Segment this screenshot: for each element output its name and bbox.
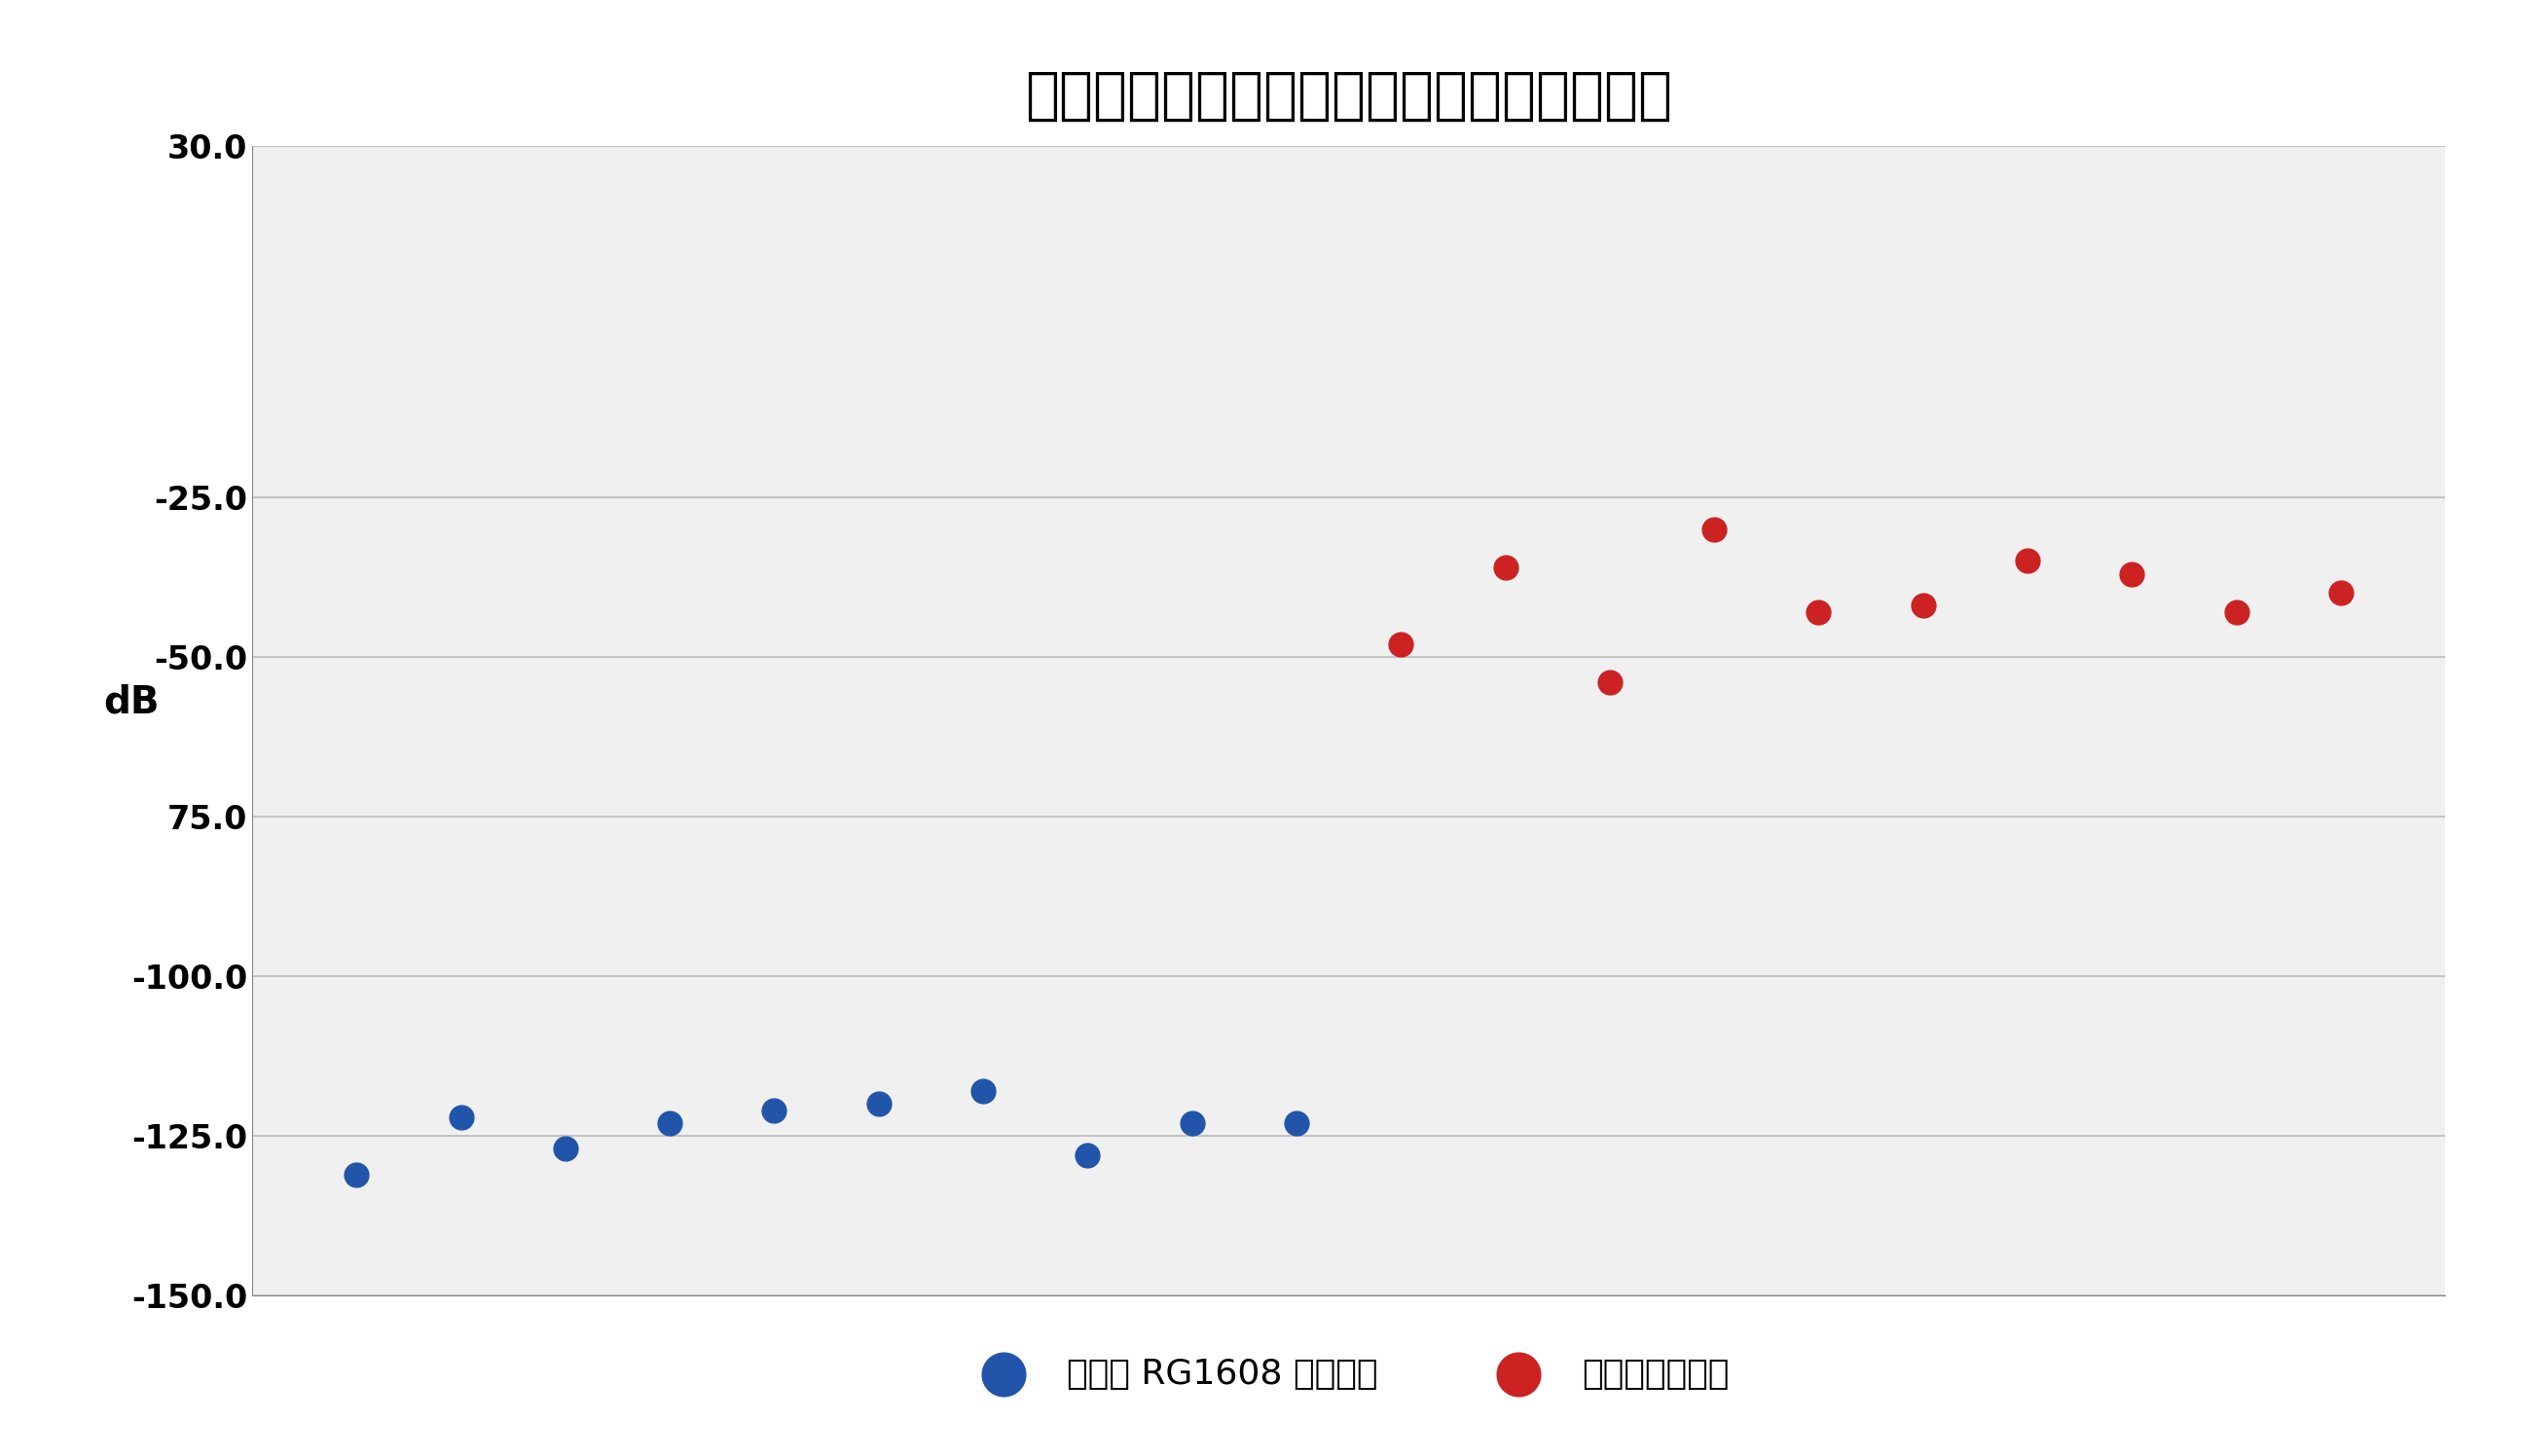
進工業 RG1608 シリーズ [1172,1112,1213,1136]
進工業 RG1608 シリーズ [650,1112,691,1136]
他社厚膜抵抗器 [2216,600,2256,623]
他社厚膜抵抗器 [1903,594,1944,617]
進工業 RG1608 シリーズ [1066,1143,1107,1166]
他社厚膜抵抗器 [1485,556,1525,579]
Title: 薄膜抵抗器と厚膜抵抗器の第三次高調波歪: 薄膜抵抗器と厚膜抵抗器の第三次高調波歪 [1026,68,1671,124]
Y-axis label: dB: dB [103,684,159,721]
他社厚膜抵抗器 [1591,671,1631,695]
進工業 RG1608 シリーズ [335,1163,376,1187]
進工業 RG1608 シリーズ [963,1080,1003,1104]
他社厚膜抵抗器 [2007,549,2047,572]
Legend: 進工業 RG1608 シリーズ, 他社厚膜抵抗器: 進工業 RG1608 シリーズ, 他社厚膜抵抗器 [955,1344,1742,1405]
進工業 RG1608 シリーズ [754,1099,794,1123]
他社厚膜抵抗器 [2322,581,2362,604]
他社厚膜抵抗器 [1797,600,1838,623]
他社厚膜抵抗器 [2113,562,2153,585]
進工業 RG1608 シリーズ [545,1137,585,1160]
他社厚膜抵抗器 [1382,632,1422,655]
進工業 RG1608 シリーズ [441,1105,482,1128]
進工業 RG1608 シリーズ [860,1092,900,1115]
他社厚膜抵抗器 [1694,517,1734,540]
進工業 RG1608 シリーズ [1276,1112,1316,1136]
